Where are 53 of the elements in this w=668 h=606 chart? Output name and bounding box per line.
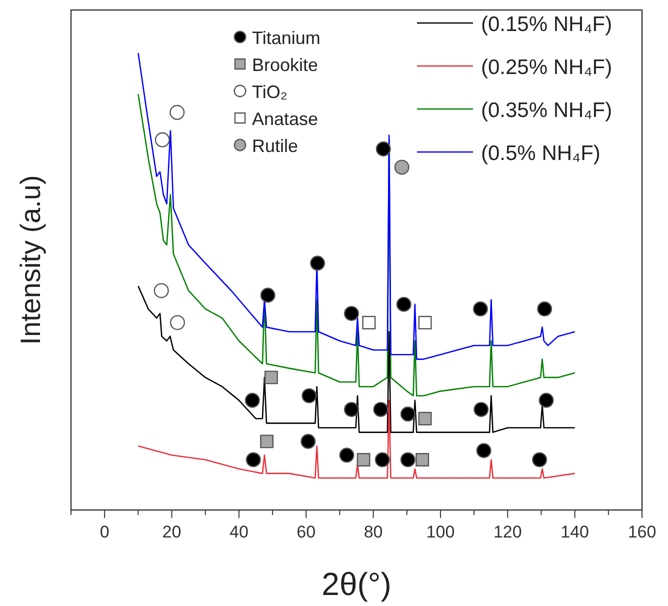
point	[537, 301, 552, 316]
x-tick-label: 100	[426, 522, 455, 542]
point	[244, 392, 260, 408]
point	[154, 283, 169, 298]
point	[300, 434, 316, 449]
point	[418, 412, 432, 426]
point	[532, 452, 548, 468]
point	[170, 315, 185, 330]
point	[418, 316, 432, 330]
point	[373, 402, 388, 417]
point	[154, 132, 170, 148]
point	[170, 104, 185, 120]
x-tick-label: 40	[229, 522, 248, 542]
x-tick-label: 0	[100, 522, 110, 542]
point	[362, 316, 376, 330]
point	[400, 406, 416, 422]
point	[310, 256, 326, 271]
point	[260, 288, 276, 303]
legend-label: Brookite	[252, 55, 318, 75]
x-tick-label: 80	[364, 522, 383, 542]
x-tick-label: 140	[560, 522, 590, 542]
point	[344, 306, 359, 321]
point	[416, 453, 430, 466]
legend-label: (0.35% NH₄F)	[481, 99, 612, 122]
x-tick-label: 120	[493, 522, 522, 542]
point	[344, 402, 359, 417]
legend-label: Rutile	[252, 136, 298, 156]
point	[400, 452, 416, 468]
point	[302, 388, 317, 404]
point	[264, 370, 278, 384]
legend-label: (0.25% NH₄F)	[481, 56, 612, 79]
point	[339, 448, 354, 463]
legend-label: TiO₂	[252, 82, 288, 102]
x-tick-label: 160	[628, 522, 656, 542]
point	[260, 434, 274, 448]
legend-label: (0.5% NH₄F)	[481, 142, 600, 165]
point	[374, 452, 390, 468]
y-axis-title: Intensity (a.u)	[15, 175, 46, 345]
point	[246, 452, 261, 468]
x-tick-label: 60	[296, 522, 316, 542]
point	[396, 296, 412, 312]
legend-label: (0.15% NH₄F)	[481, 13, 612, 36]
point	[538, 392, 554, 408]
x-tick-label: 20	[162, 522, 182, 542]
point	[472, 301, 488, 316]
point	[394, 160, 410, 175]
legend-label: Titanium	[252, 28, 320, 48]
legend-label: Anatase	[252, 109, 318, 129]
point	[376, 141, 391, 156]
point	[356, 453, 370, 466]
point	[476, 443, 492, 458]
x-axis-title: 2θ(°)	[322, 566, 392, 602]
point	[474, 402, 489, 417]
